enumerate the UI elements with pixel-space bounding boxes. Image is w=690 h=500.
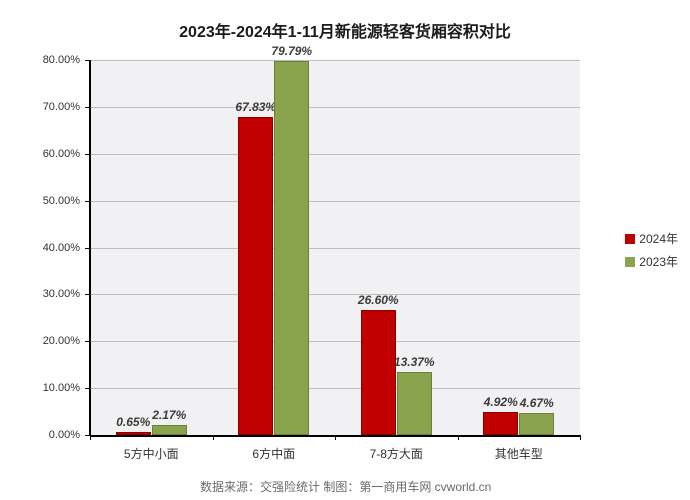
data-label: 0.65% — [116, 415, 150, 429]
gridline — [90, 294, 580, 295]
gridline — [90, 107, 580, 108]
y-tick-label: 80.00% — [0, 54, 80, 66]
y-tick-label: 20.00% — [0, 335, 80, 347]
y-tick-label: 50.00% — [0, 195, 80, 207]
gridline — [90, 201, 580, 202]
data-label: 2.17% — [152, 408, 186, 422]
x-tick-mark — [335, 435, 336, 440]
x-tick-label: 6方中面 — [252, 445, 295, 462]
x-tick-mark — [90, 435, 91, 440]
y-tick-label: 70.00% — [0, 101, 80, 113]
gridline — [90, 154, 580, 155]
legend-item: 2023年 — [625, 253, 678, 270]
y-tick-label: 0.00% — [0, 429, 80, 441]
data-label: 4.67% — [520, 396, 554, 410]
legend-label: 2024年 — [639, 230, 678, 247]
legend: 2024年 2023年 — [625, 230, 678, 276]
data-label: 79.79% — [271, 44, 312, 58]
bar-2023年-2 — [397, 372, 432, 435]
y-tick-label: 40.00% — [0, 242, 80, 254]
data-label: 13.37% — [394, 355, 435, 369]
chart-title: 2023年-2024年1-11月新能源轻客货厢容积对比 — [0, 18, 690, 42]
bar-2024年-1 — [238, 117, 273, 435]
x-tick-mark — [458, 435, 459, 440]
data-label: 4.92% — [484, 395, 518, 409]
legend-swatch — [625, 234, 635, 244]
gridline — [90, 60, 580, 61]
y-axis-line — [89, 60, 91, 435]
data-label: 26.60% — [358, 293, 399, 307]
y-tick-label: 30.00% — [0, 288, 80, 300]
gridline — [90, 248, 580, 249]
bar-2023年-3 — [519, 413, 554, 435]
bar-2024年-3 — [483, 412, 518, 435]
legend-swatch — [625, 257, 635, 267]
x-tick-label: 5方中小面 — [124, 445, 179, 462]
footer-source: 数据来源：交强险统计 制图：第一商用车网 cvworld.cn — [200, 478, 491, 495]
x-tick-label: 7-8方大面 — [370, 445, 423, 462]
gridline — [90, 388, 580, 389]
x-tick-mark — [213, 435, 214, 440]
y-tick-label: 60.00% — [0, 148, 80, 160]
gridline — [90, 341, 580, 342]
y-tick-label: 10.00% — [0, 382, 80, 394]
x-tick-mark — [580, 435, 581, 440]
chart-figure: 2023年-2024年1-11月新能源轻客货厢容积对比 0.00% 10.00% 20… — [0, 0, 690, 500]
bar-2023年-1 — [274, 61, 309, 435]
bar-2024年-0 — [116, 432, 151, 435]
bar-2023年-0 — [152, 425, 187, 435]
legend-item: 2024年 — [625, 230, 678, 247]
data-label: 67.83% — [235, 100, 276, 114]
legend-label: 2023年 — [639, 253, 678, 270]
bar-2024年-2 — [361, 310, 396, 435]
x-tick-label: 其他车型 — [495, 445, 543, 462]
